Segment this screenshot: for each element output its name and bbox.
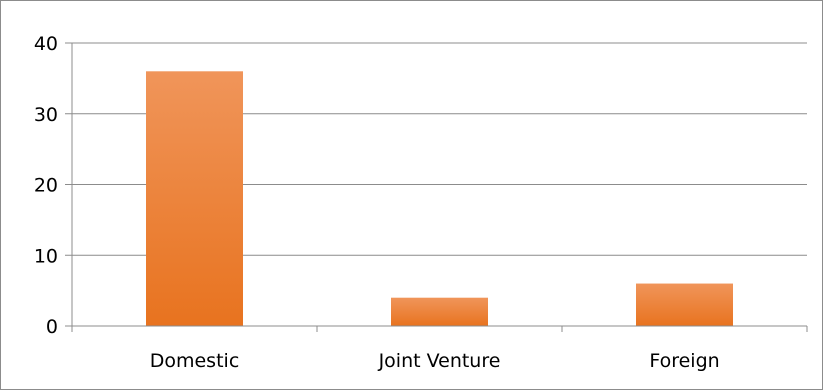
y-tick-label: 10 — [34, 245, 58, 267]
y-tick-label: 30 — [34, 104, 58, 126]
x-tick-label: Domestic — [150, 350, 240, 372]
y-tick-label: 20 — [34, 175, 58, 197]
x-tick-label: Foreign — [649, 350, 719, 372]
bar-foreign — [636, 283, 733, 326]
y-tick-label: 0 — [46, 316, 58, 338]
x-tick-label: Joint Venture — [378, 350, 501, 372]
bar-joint-venture — [391, 297, 488, 326]
bar-domestic — [146, 71, 243, 326]
y-tick-label: 40 — [34, 33, 58, 55]
